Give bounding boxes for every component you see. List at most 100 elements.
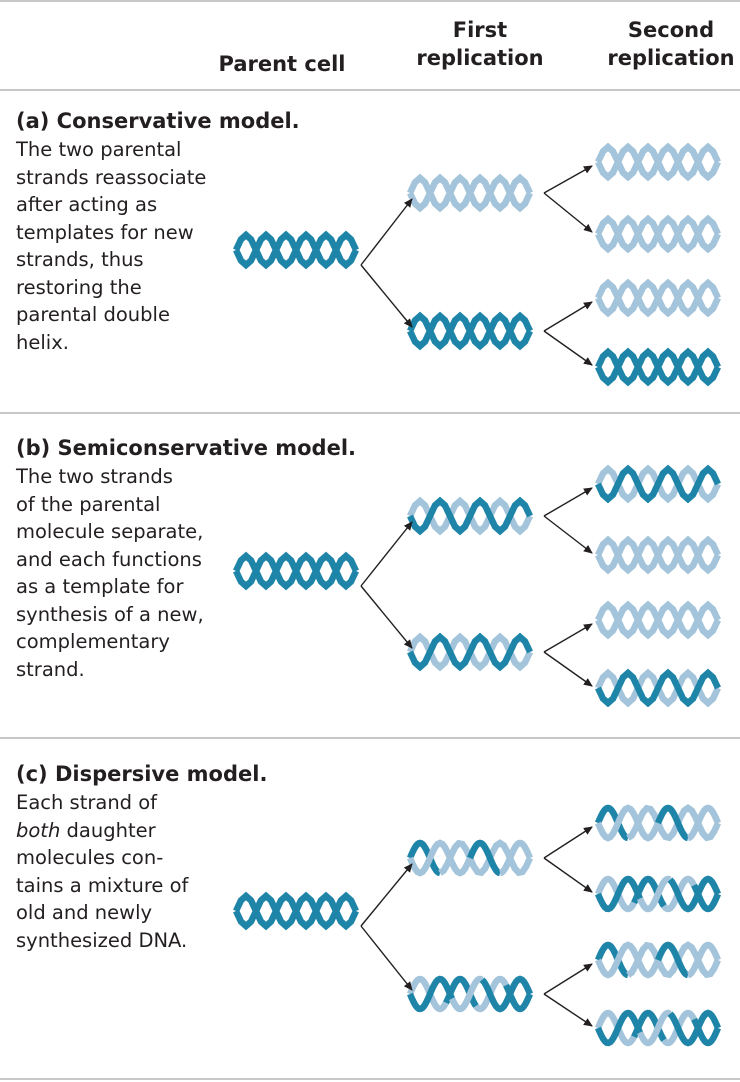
panel-c-line-italic: both daughter (16, 818, 156, 842)
panel-b-line: strand. (16, 657, 85, 681)
parental-strand-segment (655, 804, 689, 842)
rule-after-panel-a (0, 412, 740, 414)
first-replication-helix (407, 632, 533, 672)
replication-arrow (543, 330, 593, 366)
replication-arrow (360, 521, 413, 587)
replication-arrow (360, 925, 413, 991)
replication-arrow (543, 301, 593, 332)
panel-a-line: parental double (16, 303, 170, 326)
new-strand-segment (637, 1009, 672, 1047)
new-strand-segment (595, 142, 721, 182)
parental-strand-segment (467, 839, 501, 877)
parental-strand-segment (595, 347, 721, 387)
replication-arrow (543, 487, 593, 517)
panel-c-line: synthesized DNA. (16, 928, 188, 952)
panel-b-line: complementary (16, 630, 170, 653)
replication-arrow (360, 863, 413, 927)
second-replication-helix (595, 1009, 721, 1047)
replication-arrow (543, 826, 593, 859)
new-strand-segment (687, 804, 721, 842)
new-strand-segment (637, 875, 672, 913)
panel-c-title: (c) Dispersive model. (16, 762, 268, 786)
panel-b-description: The two strands of the parental molecule… (16, 463, 231, 683)
second-replication-helix (595, 875, 721, 913)
header-first-replication: First replication (405, 16, 555, 72)
new-strand-segment (438, 839, 533, 877)
header-second-line1: Second (627, 18, 715, 42)
emphasis-both: both (16, 818, 61, 842)
replication-arrow (543, 515, 593, 554)
panel-a-line: helix. (16, 330, 69, 354)
new-strand-segment (449, 975, 484, 1013)
first-replication-helix (407, 975, 533, 1013)
panel-a-line: after acting as (16, 193, 158, 216)
replication-arrow (543, 963, 593, 995)
replication-arrow (543, 623, 593, 653)
new-strand-segment (407, 975, 449, 1013)
parental-strand-segment (667, 1009, 721, 1047)
parental-strand-segment (233, 891, 359, 931)
parental-strand-segment (595, 941, 629, 979)
panel-b-title: (b) Semiconservative model. (16, 436, 357, 460)
rule-after-panel-b (0, 737, 740, 739)
panel-b-line: molecule separate, (16, 520, 204, 543)
parent-helix (233, 551, 359, 591)
parental-strand-segment (595, 464, 721, 504)
second-replication-helix (595, 347, 721, 387)
new-strand-segment (687, 941, 721, 979)
second-replication-helix (595, 142, 721, 182)
panel-b-line: and each functions (16, 547, 202, 571)
header-first-line1: First (452, 18, 508, 42)
panel-a-title: (a) Conservative model. (16, 109, 300, 133)
bottom-rule (0, 1078, 740, 1080)
panel-b-line: The two strands (16, 465, 173, 488)
replication-arrow (360, 264, 413, 328)
header-parent-cell: Parent cell (218, 52, 346, 76)
panel-b-line: of the parental (16, 492, 161, 516)
new-strand-segment (595, 875, 637, 913)
parental-strand-segment (407, 496, 533, 536)
parental-strand-segment (407, 632, 533, 672)
panel-a-line: restoring the (16, 275, 142, 299)
replication-arrow (360, 198, 413, 266)
parental-strand-segment (407, 311, 533, 351)
first-replication-helix (407, 173, 533, 213)
second-replication-helix (595, 535, 721, 575)
parental-strand-segment (655, 941, 689, 979)
top-rule (0, 0, 740, 2)
new-strand-segment (407, 173, 533, 213)
parental-strand-segment (479, 975, 533, 1013)
new-strand-segment (595, 941, 661, 979)
parental-strand-segment (233, 551, 359, 591)
second-replication-helix (595, 600, 721, 640)
new-strand-segment (407, 839, 473, 877)
parental-strand-segment (233, 230, 359, 270)
panel-c-description: Each strand of both daughter molecules c… (16, 789, 231, 954)
new-strand-segment (595, 535, 721, 575)
panel-a-line: strands reassociate (16, 165, 207, 189)
rule-after-header (0, 89, 740, 91)
parental-strand-segment (407, 975, 455, 1013)
second-replication-helix (595, 668, 721, 708)
header-second-line2: replication (607, 46, 735, 70)
parental-strand-segment (595, 875, 643, 913)
panel-a-line: The two parental (16, 138, 182, 161)
second-replication-helix (595, 804, 721, 842)
header-second-replication: Second replication (596, 16, 740, 72)
replication-arrow (543, 857, 593, 893)
new-strand-segment (626, 941, 721, 979)
second-replication-helix (595, 464, 721, 504)
second-replication-helix (595, 278, 721, 318)
new-strand-segment (595, 1009, 637, 1047)
panel-a-line: templates for new (16, 220, 194, 244)
parental-strand-segment (595, 804, 629, 842)
parental-strand-segment (595, 1009, 643, 1047)
panel-c-line: Each strand of (16, 791, 158, 814)
header-first-line2: replication (416, 46, 544, 70)
new-strand-segment (499, 839, 533, 877)
panel-c-line: molecules con- (16, 846, 164, 869)
panel-c-line: tains a mixture of (16, 873, 189, 897)
replication-arrow (543, 192, 593, 233)
parent-helix (233, 230, 359, 270)
panel-c-line: old and newly (16, 901, 153, 924)
